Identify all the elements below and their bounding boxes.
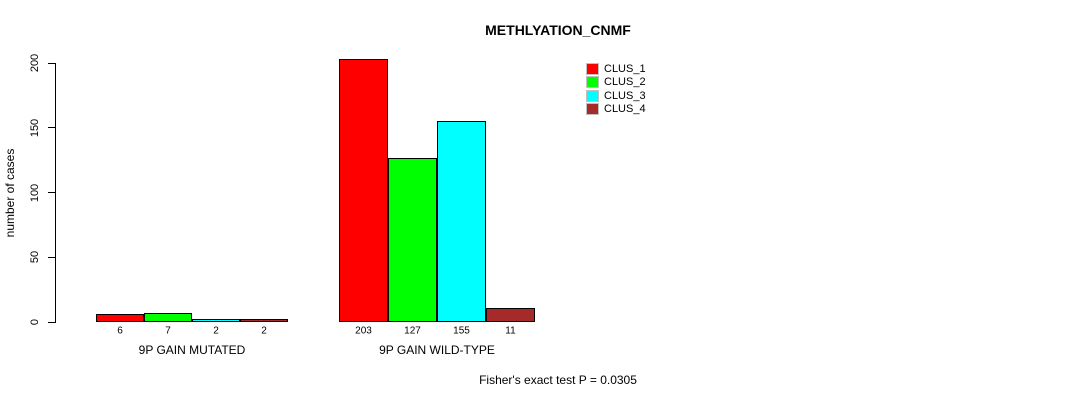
bar-value-label: 6 xyxy=(117,325,123,337)
legend-swatch-icon xyxy=(586,76,599,89)
legend-label: CLUS_1 xyxy=(604,62,646,75)
legend-item-clus_1: CLUS_1 xyxy=(586,62,646,76)
y-axis-line xyxy=(55,63,56,323)
legend-item-clus_2: CLUS_2 xyxy=(586,76,646,90)
bar-value-label: 11 xyxy=(505,325,516,337)
legend-label: CLUS_2 xyxy=(604,76,646,89)
legend-item-clus_3: CLUS_3 xyxy=(586,89,646,103)
chart-title: METHLYATION_CNMF xyxy=(485,22,631,38)
y-tick-label: 200 xyxy=(29,53,41,73)
bar-value-label: 127 xyxy=(404,325,421,337)
legend-label: CLUS_3 xyxy=(604,89,646,102)
legend-swatch-icon xyxy=(586,62,599,75)
y-axis-tick xyxy=(48,321,55,323)
x-category-label: 9P GAIN MUTATED xyxy=(138,343,246,357)
bar-clus_3-group1 xyxy=(192,319,240,322)
legend-item-clus_4: CLUS_4 xyxy=(586,103,646,117)
y-axis-tick xyxy=(48,256,55,258)
x-category-label: 9P GAIN WILD-TYPE xyxy=(379,343,495,357)
y-axis-tick xyxy=(48,192,55,193)
bar-value-label: 7 xyxy=(165,325,171,337)
bar-value-label: 2 xyxy=(213,325,219,337)
bar-clus_2-group2 xyxy=(388,158,437,322)
y-tick-label: 100 xyxy=(29,183,41,202)
bar-clus_4-group1 xyxy=(240,319,288,322)
bar-clus_1-group1 xyxy=(96,314,144,322)
legend-label: CLUS_4 xyxy=(604,103,646,116)
y-axis-tick xyxy=(48,62,55,64)
legend-swatch-icon xyxy=(586,103,599,116)
bar-value-label: 203 xyxy=(355,325,372,337)
bar-clus_4-group2 xyxy=(486,308,535,322)
bar-clus_2-group1 xyxy=(144,313,192,322)
y-tick-label: 50 xyxy=(29,251,41,264)
y-axis-tick xyxy=(48,127,55,129)
y-tick-label: 0 xyxy=(29,318,41,326)
bar-clus_1-group2 xyxy=(339,59,388,322)
legend-swatch-icon xyxy=(586,89,599,102)
bar-clus_3-group2 xyxy=(437,121,486,322)
y-tick-label: 150 xyxy=(29,118,41,137)
bar-value-label: 2 xyxy=(261,325,267,337)
legend: CLUS_1 CLUS_2 CLUS_3 CLUS_4 xyxy=(586,62,646,116)
bar-value-label: 155 xyxy=(453,325,470,337)
annotation-text: Fisher's exact test P = 0.0305 xyxy=(479,373,637,387)
